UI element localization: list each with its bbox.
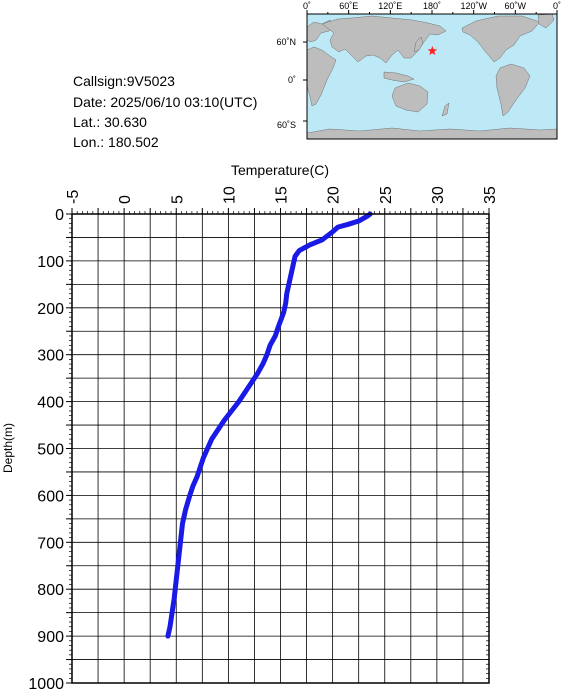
y-tick-label: 1000 [28,676,64,690]
x-tick-label: 15 [274,186,291,204]
x-tick-label: 25 [378,186,395,204]
map-longitude-labels: 0˚ 60˚E 120˚E 180˚ 120˚W 60˚W 0˚ [303,1,561,11]
y-axis-label: Depth(m) [1,423,15,473]
temperature-profile-line [165,211,373,639]
map-lon-label: 180˚ [423,1,441,11]
land-africa [306,46,337,107]
map-lon-label: 120˚E [378,1,402,11]
x-tick-label: 30 [430,186,447,204]
y-tick-label: 900 [37,629,64,646]
y-tick-label: 400 [37,395,64,412]
map-ticks [303,10,558,122]
x-tick-label: 35 [482,186,499,204]
date-text: Date: 2025/06/10 03:10(UTC) [73,94,257,110]
y-tick-label: 700 [37,535,64,552]
y-tick-label: 800 [37,582,64,599]
x-tick-label: 5 [169,195,186,204]
latitude-text: Lat.: 30.630 [73,114,147,130]
y-tick-label: 100 [37,254,64,271]
longitude-text: Lon.: 180.502 [73,134,159,150]
y-tick-label: 300 [37,348,64,365]
map-lon-label: 0˚ [303,1,311,11]
chart-grid [66,208,490,684]
land-australia [391,82,429,113]
land-north-america [461,15,541,63]
map-lon-label: 60˚E [339,1,358,11]
station-marker-star [427,45,438,56]
map-lon-label: 120˚W [460,1,487,11]
y-tick-label: 0 [55,207,64,224]
plot-frame [71,213,490,684]
x-tick-label: -5 [65,190,82,204]
y-tick-labels: 0 100 200 300 400 500 600 700 800 900 1000 [28,207,64,690]
x-tick-label: 0 [117,195,134,204]
location-map: 0˚ 60˚E 120˚E 180˚ 120˚W 60˚W 0˚ 60˚N 0˚… [276,1,561,140]
map-lat-label: 60˚N [276,37,296,47]
y-tick-label: 500 [37,442,64,459]
y-tick-label: 200 [37,301,64,318]
map-latitude-labels: 60˚N 0˚ 60˚S [276,37,296,130]
x-tick-labels: -5 0 5 10 15 20 25 30 35 [65,186,499,204]
map-lon-label: 60˚W [505,1,527,11]
land-indonesia [383,71,415,83]
map-lat-label: 60˚S [277,120,296,130]
temperature-depth-chart: -5 0 5 10 15 20 25 30 35 01002003004005006007008… [1,162,499,690]
x-tick-label: 10 [221,186,238,204]
chart-minor-ticks [69,211,490,684]
map-lat-label: 0˚ [288,75,296,85]
y-tick-label: 600 [37,488,64,505]
land-south-america [495,63,531,117]
x-tick-label: 20 [326,186,343,204]
land-new-zealand [441,102,450,117]
callsign-text: Callsign:9V5023 [73,73,175,89]
land-japan [413,36,424,53]
map-lon-label: 0˚ [553,1,561,11]
x-axis-label: Temperature(C) [231,162,329,178]
